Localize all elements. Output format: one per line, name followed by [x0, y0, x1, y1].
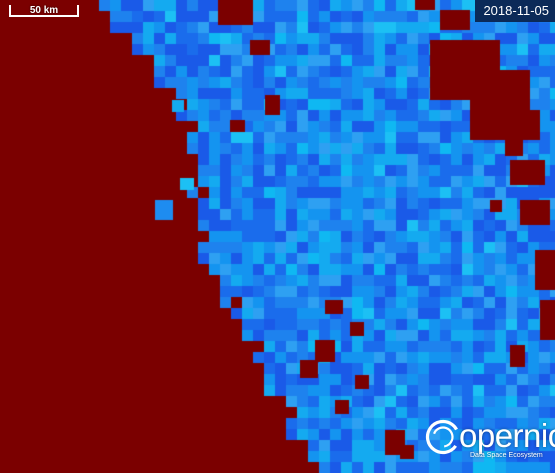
logo-wordmark: opernicus	[459, 417, 555, 454]
copernicus-ring-icon	[425, 419, 461, 455]
scale-bar: 50 km	[9, 5, 79, 17]
scale-bar-label: 50 km	[29, 5, 59, 16]
logo-tagline: Data Space Ecosystem	[470, 452, 543, 459]
copernicus-logo: opernicus Data Space Ecosystem	[425, 413, 555, 465]
date-badge: 2018-11-05	[475, 0, 555, 22]
